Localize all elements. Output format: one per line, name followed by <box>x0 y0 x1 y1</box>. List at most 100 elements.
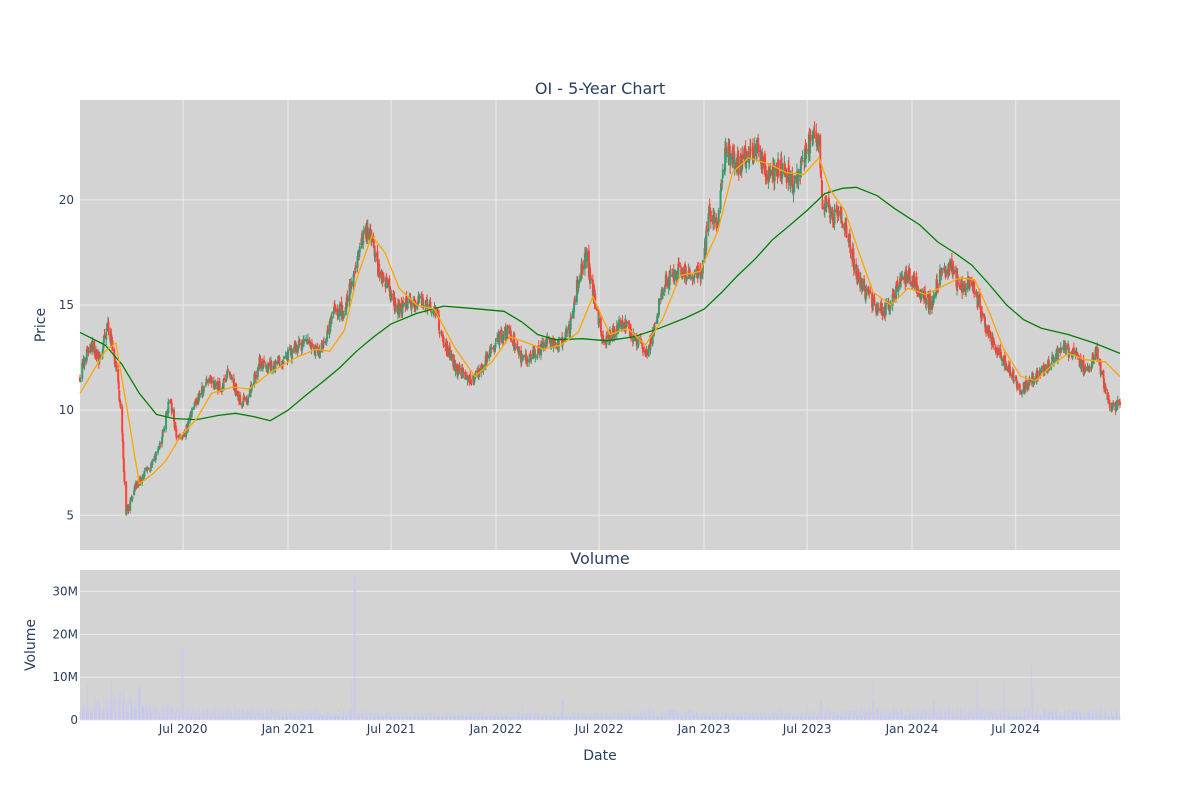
volume-bar <box>886 715 887 720</box>
volume-bar <box>946 710 947 720</box>
volume-bar <box>430 717 431 720</box>
volume-bar <box>441 717 442 720</box>
volume-bar <box>609 716 610 720</box>
volume-bar <box>687 712 688 720</box>
volume-bar <box>874 714 875 720</box>
volume-bar <box>222 709 223 720</box>
volume-bar <box>977 681 978 720</box>
volume-bar <box>313 712 314 720</box>
volume-bar <box>634 712 635 720</box>
volume-bar <box>590 717 591 720</box>
volume-bar <box>114 700 115 720</box>
volume-bar <box>615 711 616 720</box>
volume-bar <box>155 712 156 720</box>
volume-bar <box>414 717 415 720</box>
volume-bar <box>336 713 337 720</box>
volume-bar <box>829 711 830 720</box>
volume-bar <box>155 708 156 720</box>
volume-bar <box>749 714 750 720</box>
volume-bar <box>804 715 805 720</box>
volume-bar <box>1112 716 1113 720</box>
volume-bar <box>838 714 839 720</box>
volume-bar <box>152 706 153 720</box>
volume-bar <box>634 715 635 720</box>
volume-bar <box>549 716 550 720</box>
volume-bar <box>80 712 81 720</box>
volume-bar <box>351 713 352 720</box>
volume-bar <box>1113 716 1114 720</box>
volume-bar <box>569 712 570 720</box>
volume-bar <box>574 711 575 720</box>
volume-bar <box>386 714 387 720</box>
volume-bar <box>140 686 141 720</box>
volume-bar <box>1039 716 1040 720</box>
price-chart-title: OI - 5-Year Chart <box>535 79 665 98</box>
volume-bar <box>789 714 790 720</box>
volume-bar <box>613 712 614 720</box>
volume-bar <box>693 711 694 720</box>
price-y-axis-title: Price <box>33 308 49 342</box>
volume-bar <box>478 715 479 720</box>
volume-bar <box>219 710 220 720</box>
volume-bar <box>268 712 269 720</box>
volume-bar <box>587 713 588 720</box>
volume-bar <box>407 713 408 720</box>
volume-bar <box>1100 716 1101 720</box>
volume-bar <box>750 713 751 720</box>
volume-bar <box>974 708 975 720</box>
volume-bar <box>490 716 491 720</box>
volume-bar <box>758 712 759 720</box>
volume-bar <box>944 711 945 720</box>
volume-bar <box>511 717 512 720</box>
volume-bar <box>454 716 455 720</box>
volume-bar <box>583 710 584 720</box>
volume-bar <box>722 711 723 720</box>
volume-bar <box>482 714 483 720</box>
volume-bar <box>546 715 547 720</box>
volume-bar <box>900 714 901 720</box>
volume-bar <box>675 713 676 720</box>
volume-bar <box>874 699 875 720</box>
volume-bar <box>379 717 380 720</box>
volume-bar <box>337 714 338 720</box>
volume-bar <box>395 712 396 720</box>
volume-bar <box>785 715 786 720</box>
volume-bar <box>932 715 933 720</box>
volume-bar <box>622 716 623 720</box>
volume-bar <box>166 704 167 720</box>
volume-bar <box>230 715 231 720</box>
volume-bar <box>716 712 717 720</box>
volume-bar <box>638 712 639 720</box>
candle <box>123 457 125 472</box>
volume-bar <box>517 712 518 720</box>
volume-bar <box>558 715 559 720</box>
volume-bar <box>1004 681 1005 720</box>
candle <box>235 383 237 396</box>
volume-bar <box>684 716 685 720</box>
volume-bar <box>295 713 296 720</box>
volume-bar <box>346 715 347 720</box>
volume-bar <box>427 717 428 720</box>
volume-bar <box>630 710 631 720</box>
volume-bar <box>1087 712 1088 720</box>
volume-bar <box>186 713 187 720</box>
volume-bar <box>87 711 88 720</box>
volume-bar <box>226 708 227 720</box>
volume-bar <box>439 714 440 720</box>
volume-bar <box>884 716 885 720</box>
volume-bar <box>1062 716 1063 720</box>
volume-bar <box>131 702 132 720</box>
volume-bar <box>756 713 757 720</box>
volume-bar <box>892 710 893 720</box>
volume-bar <box>624 710 625 720</box>
volume-bar <box>502 714 503 720</box>
volume-bar <box>96 701 97 720</box>
volume-bar <box>413 714 414 720</box>
volume-bar <box>693 714 694 720</box>
volume-bar <box>447 712 448 720</box>
volume-bar <box>248 709 249 720</box>
volume-bar <box>414 717 415 720</box>
volume-bar <box>836 712 837 720</box>
volume-bar <box>348 711 349 720</box>
volume-bar <box>950 716 951 720</box>
